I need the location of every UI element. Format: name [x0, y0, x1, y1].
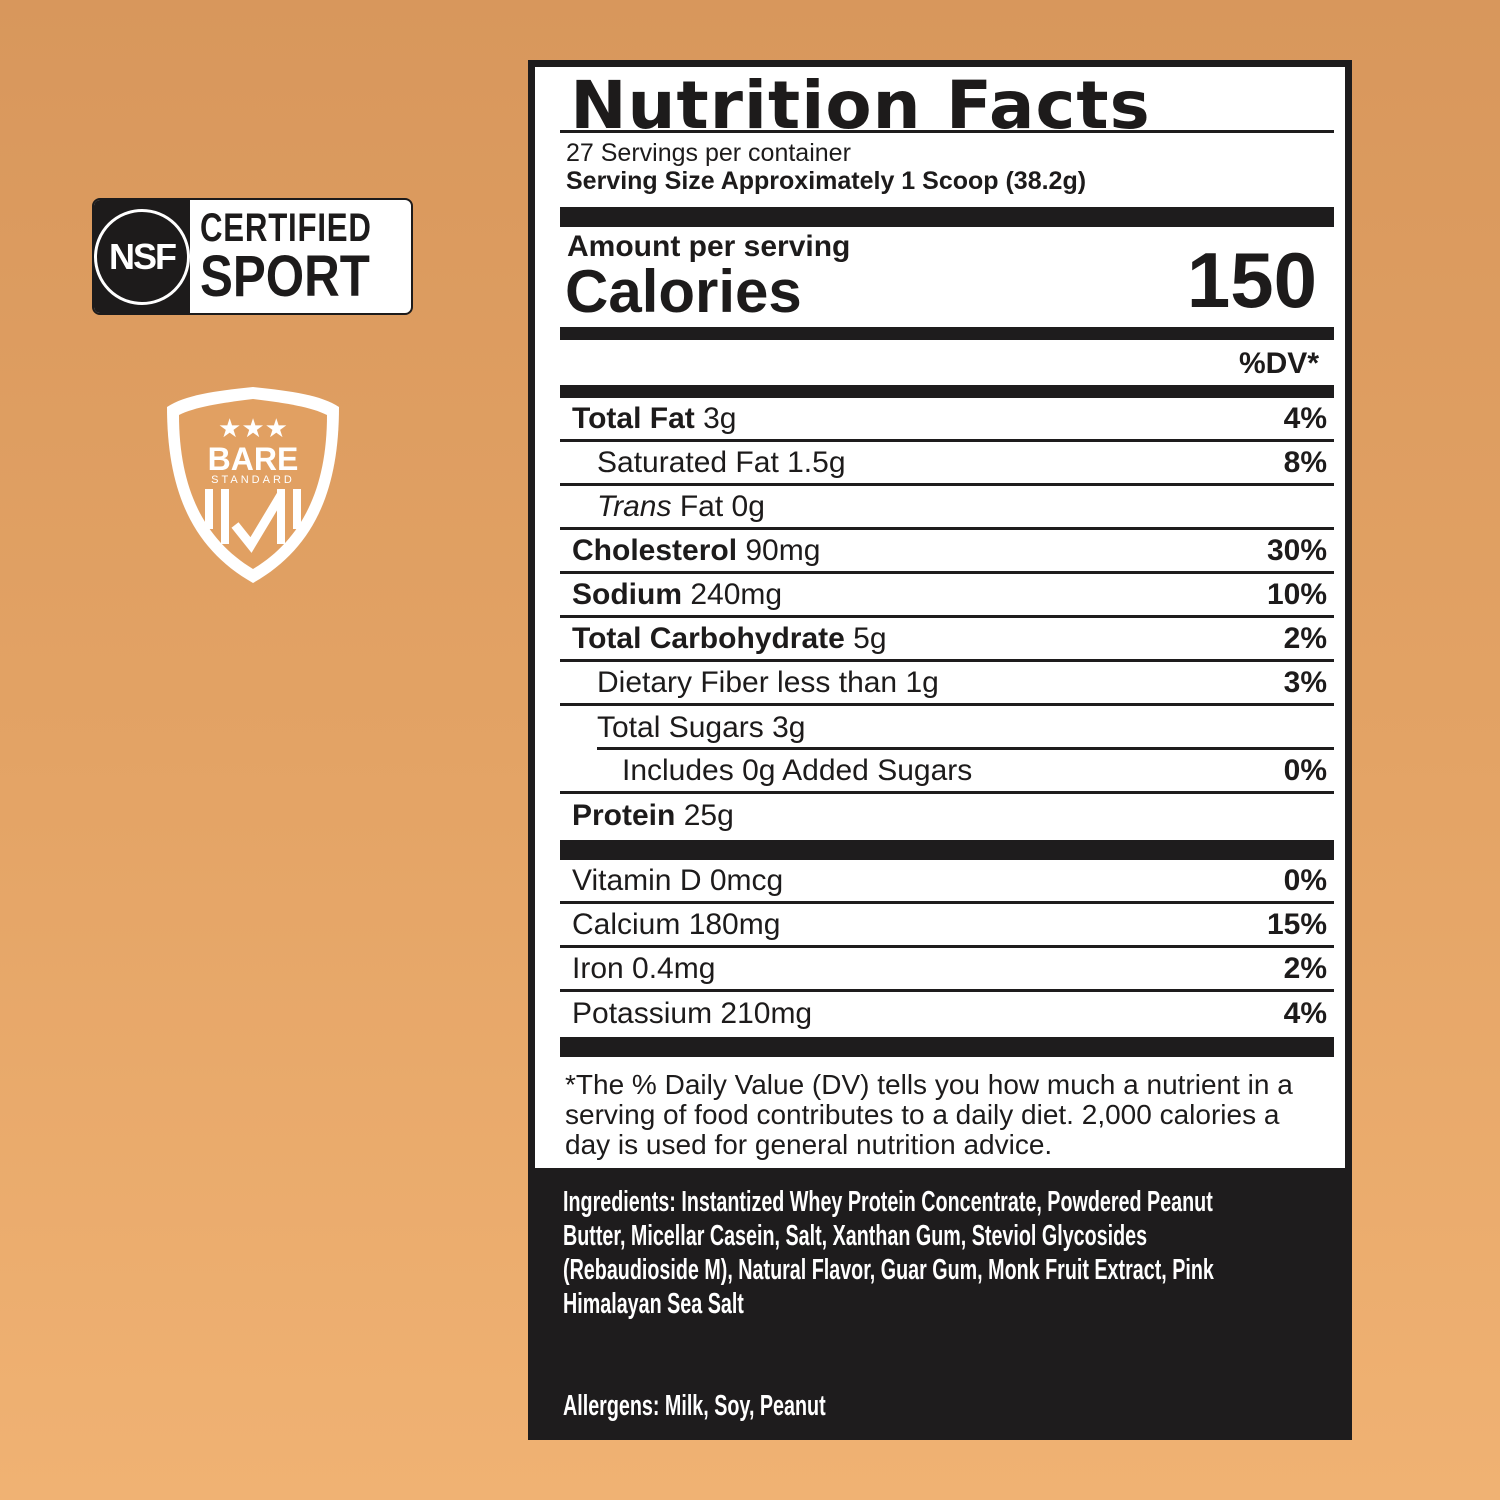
- nsf-logo: NSF: [94, 208, 190, 305]
- nutrient-row: Total Carbohydrate 5g 2%: [560, 618, 1334, 662]
- dv-value: 10%: [1266, 577, 1327, 611]
- vitamin-row: Vitamin D 0mcg 0%: [560, 860, 1334, 904]
- dv-header: %DV*: [1238, 347, 1319, 380]
- footnote: *The % Daily Value (DV) tells you how mu…: [565, 1069, 1293, 1160]
- dv-value: 8%: [1283, 445, 1327, 479]
- nutrient-row: Sodium 240mg 10%: [560, 574, 1334, 618]
- serving-size: Serving Size Approximately 1 Scoop (38.2…: [566, 167, 1087, 195]
- svg-text:★★★: ★★★: [218, 413, 288, 443]
- nutrient-row: Trans Fat 0g: [560, 486, 1334, 530]
- dv-value: 4%: [1283, 997, 1327, 1030]
- servings-per-container: 27 Servings per container: [566, 139, 851, 167]
- calories-value: 150: [1186, 236, 1317, 324]
- nutrient-row: Includes 0g Added Sugars 0%: [560, 750, 1334, 794]
- calories-label: Calories: [565, 258, 802, 325]
- dv-value: 2%: [1283, 951, 1327, 985]
- bare-standard-shield-icon: ★★★ BARE STANDARD: [167, 387, 339, 583]
- nutrition-facts-label: Nutrition Facts 27 Servings per containe…: [535, 67, 1345, 1168]
- bare-text: BARE: [208, 441, 299, 477]
- nutrient-row: Dietary Fiber less than 1g 3%: [560, 662, 1334, 706]
- vitamin-row: Iron 0.4mg 2%: [560, 948, 1334, 992]
- sport-text: SPORT: [200, 243, 370, 309]
- dv-value: 4%: [1283, 401, 1327, 435]
- dv-value: 2%: [1283, 621, 1327, 655]
- dv-value: 0%: [1283, 753, 1327, 787]
- nutrition-facts-title: Nutrition Facts: [570, 67, 1151, 144]
- dv-value: 30%: [1266, 533, 1327, 567]
- nutrient-row: Total Fat 3g 4%: [560, 398, 1334, 442]
- allergens-text: Allergens: Milk, Soy, Peanut: [563, 1390, 826, 1422]
- dv-value: 0%: [1283, 863, 1327, 897]
- vitamin-row: Potassium 210mg 4%: [572, 997, 1327, 1030]
- vitamin-row: Calcium 180mg 15%: [560, 904, 1334, 948]
- amount-per-serving: Amount per serving: [567, 230, 851, 263]
- nutrition-panel: Nutrition Facts 27 Servings per containe…: [528, 60, 1352, 1440]
- dv-value: 3%: [1283, 665, 1327, 699]
- svg-text:STANDARD: STANDARD: [211, 474, 295, 486]
- dv-value: 15%: [1266, 907, 1327, 941]
- nutrient-row: Cholesterol 90mg 30%: [560, 530, 1334, 574]
- nutrient-row: Total Sugars 3g: [597, 711, 806, 744]
- nutrient-row: Saturated Fat 1.5g 8%: [560, 442, 1334, 486]
- ingredients-text: Ingredients: Instantized Whey Protein Co…: [563, 1186, 1214, 1320]
- nutrient-row: Protein 25g: [572, 799, 734, 832]
- nsf-certified-sport-badge: NSF CERTIFIED SPORT: [92, 198, 413, 315]
- certified-text: CERTIFIED: [200, 205, 372, 250]
